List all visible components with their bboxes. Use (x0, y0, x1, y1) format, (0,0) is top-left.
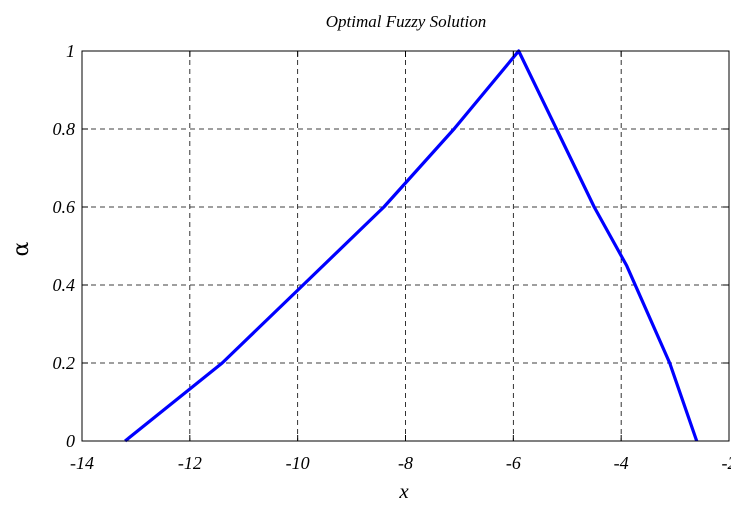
y-axis-label: α (9, 241, 34, 256)
x-tick-label: -6 (506, 453, 521, 473)
x-axis-label: x (398, 479, 409, 503)
y-tick-label: 1 (66, 41, 75, 61)
x-tick-label: -10 (286, 453, 310, 473)
x-tick-label: -8 (398, 453, 413, 473)
x-tick-label: -2 (722, 453, 731, 473)
y-tick-label: 0.2 (53, 353, 76, 373)
x-tick-label: -14 (70, 453, 94, 473)
axis-ticks (81, 50, 730, 442)
y-tick-label: 0.6 (53, 197, 76, 217)
x-tick-labels: -14 -12 -10 -8 -6 -4 -2 (70, 453, 731, 473)
grid-lines (82, 51, 729, 441)
y-tick-label: 0.8 (53, 119, 76, 139)
chart-title: Optimal Fuzzy Solution (326, 12, 487, 31)
x-tick-label: -12 (178, 453, 202, 473)
y-tick-label: 0 (66, 431, 75, 451)
y-tick-labels: 0 0.2 0.4 0.6 0.8 1 (53, 41, 76, 451)
y-tick-label: 0.4 (53, 275, 76, 295)
x-tick-label: -4 (614, 453, 629, 473)
